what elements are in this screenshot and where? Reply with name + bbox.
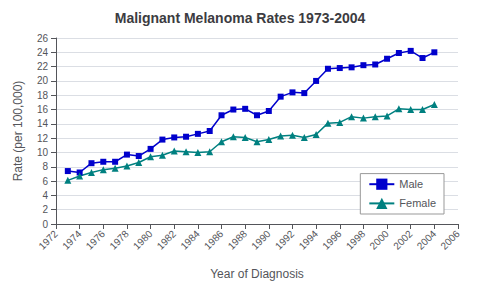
svg-text:1996: 1996: [320, 228, 344, 252]
svg-text:24: 24: [37, 47, 49, 58]
svg-text:8: 8: [42, 161, 48, 172]
svg-text:2004: 2004: [415, 228, 439, 252]
svg-text:1972: 1972: [36, 228, 60, 252]
svg-text:Male: Male: [399, 178, 423, 190]
svg-text:2000: 2000: [367, 228, 391, 252]
svg-text:1994: 1994: [297, 228, 321, 252]
svg-text:26: 26: [37, 33, 49, 44]
svg-text:2: 2: [42, 204, 48, 215]
svg-text:1974: 1974: [60, 228, 84, 252]
svg-text:18: 18: [37, 90, 49, 101]
svg-text:6: 6: [42, 176, 48, 187]
svg-text:2006: 2006: [438, 228, 462, 252]
svg-text:Rate (per 100,000): Rate (per 100,000): [11, 81, 25, 182]
svg-text:12: 12: [37, 133, 49, 144]
svg-text:1980: 1980: [131, 228, 155, 252]
svg-text:Year of Diagnosis: Year of Diagnosis: [210, 267, 304, 281]
svg-text:1976: 1976: [84, 228, 108, 252]
svg-text:4: 4: [42, 190, 48, 201]
svg-text:1990: 1990: [249, 228, 273, 252]
svg-text:Female: Female: [399, 197, 436, 209]
svg-text:1984: 1984: [178, 228, 202, 252]
svg-text:1982: 1982: [155, 228, 179, 252]
svg-text:Malignant Melanoma Rates 1973-: Malignant Melanoma Rates 1973-2004: [115, 10, 366, 26]
svg-text:1998: 1998: [344, 228, 368, 252]
svg-text:1988: 1988: [226, 228, 250, 252]
svg-text:10: 10: [37, 147, 49, 158]
svg-text:0: 0: [42, 219, 48, 230]
svg-text:20: 20: [37, 75, 49, 86]
svg-text:14: 14: [37, 118, 49, 129]
svg-text:1986: 1986: [202, 228, 226, 252]
svg-text:1992: 1992: [273, 228, 297, 252]
svg-text:22: 22: [37, 61, 49, 72]
svg-text:16: 16: [37, 104, 49, 115]
svg-text:2002: 2002: [391, 228, 415, 252]
svg-text:1978: 1978: [107, 228, 131, 252]
